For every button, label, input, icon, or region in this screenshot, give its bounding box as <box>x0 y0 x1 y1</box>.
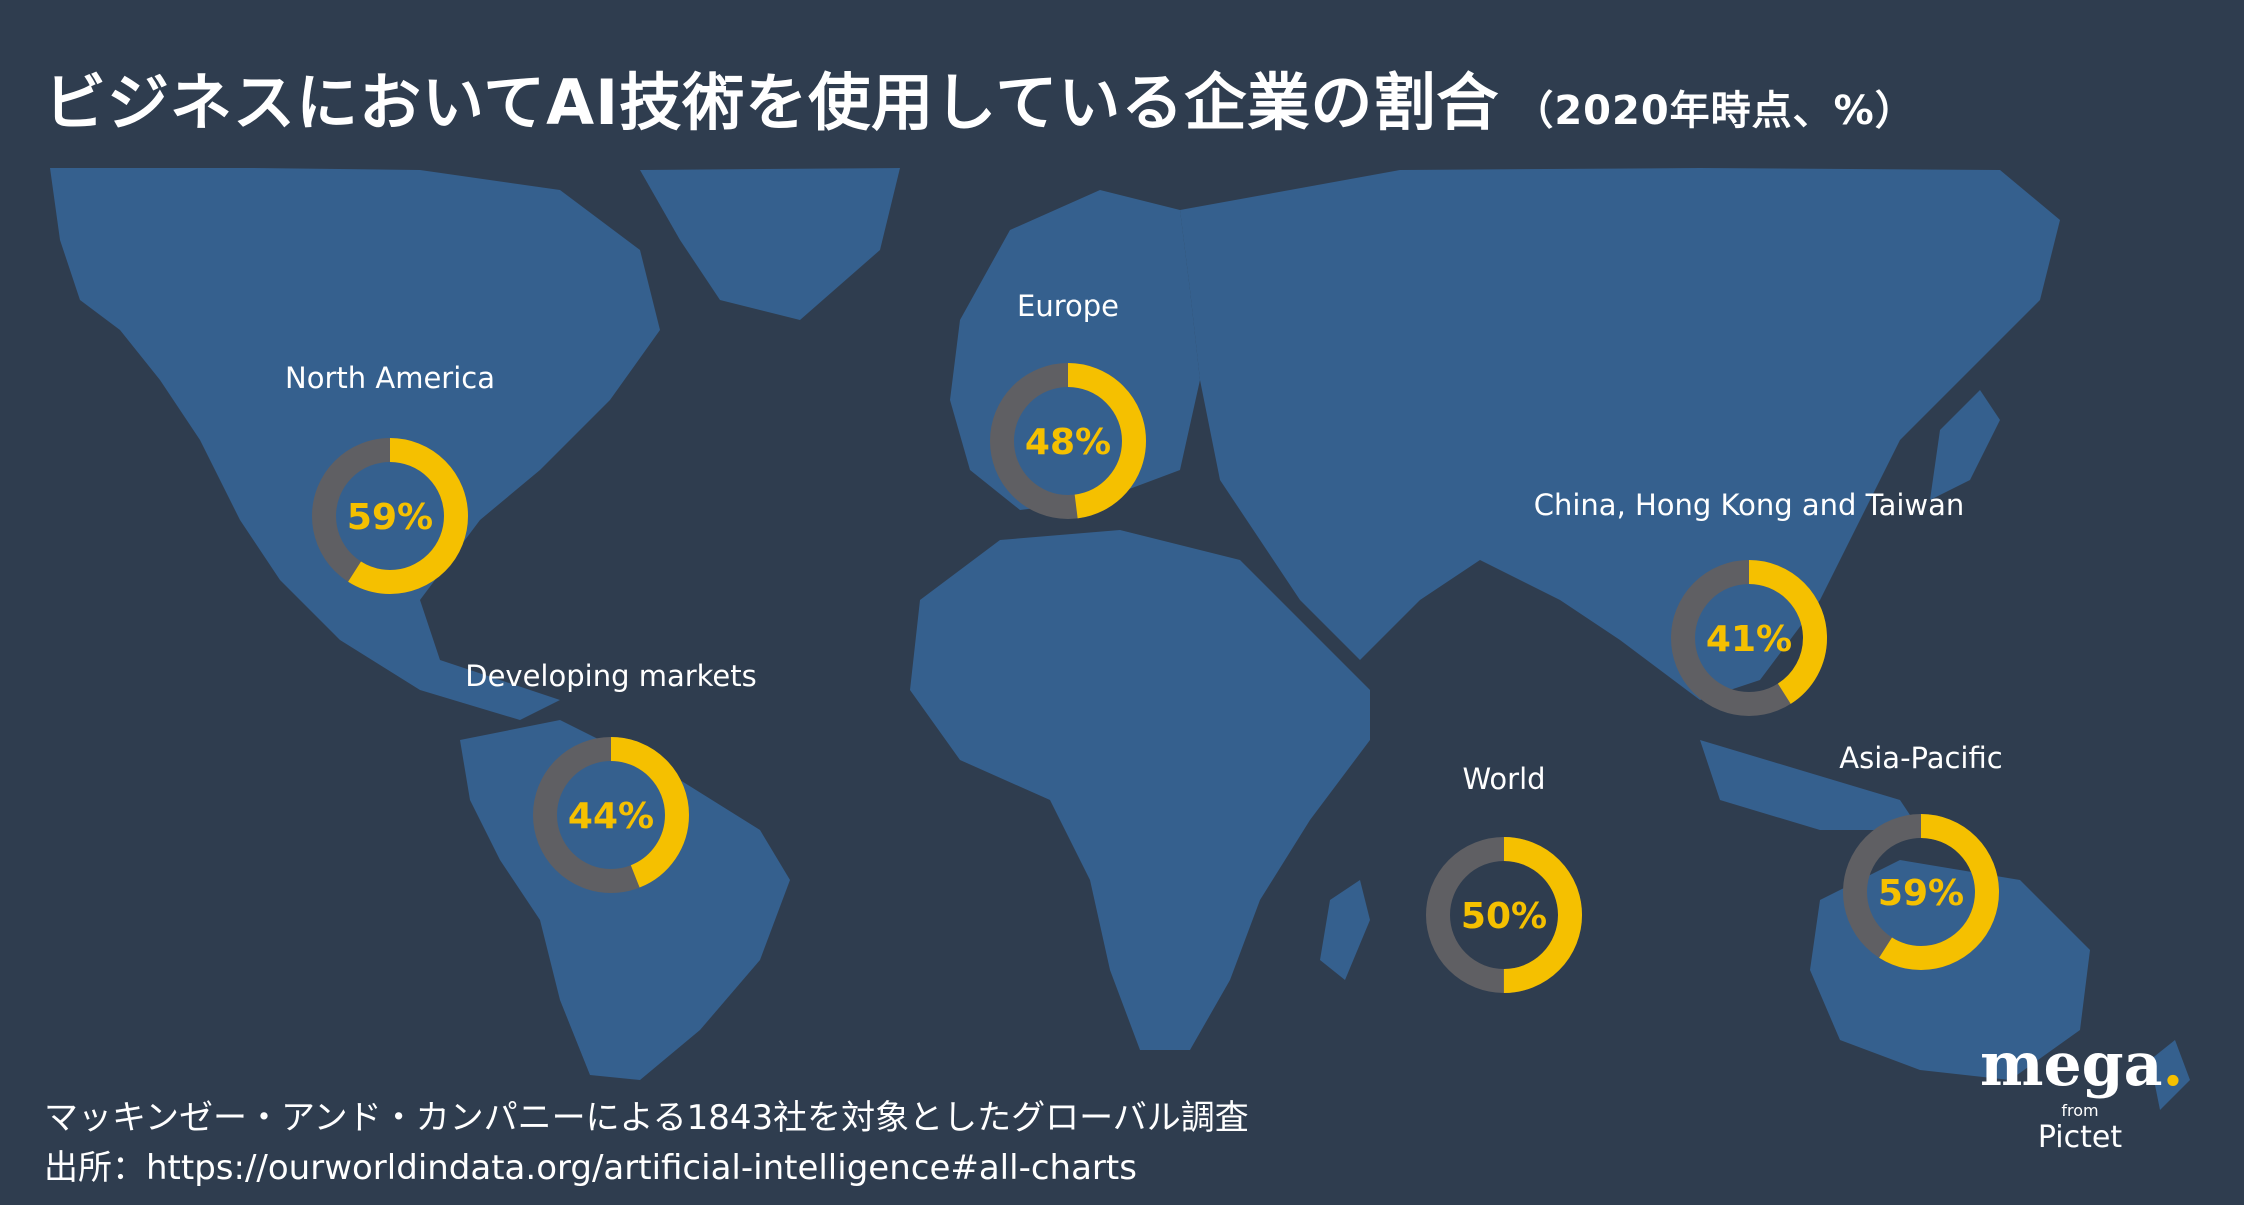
land-asia <box>1180 168 2060 700</box>
land-africa <box>910 530 1370 1050</box>
land-masses <box>50 168 2190 1110</box>
value-label-china-hong-kong-and-taiwan: 41% <box>1706 619 1792 660</box>
land-australia <box>1810 860 2090 1080</box>
ring-value-asia-pacific <box>1843 814 1999 970</box>
logo-brand: mega <box>1980 1030 2163 1100</box>
land-southeast-asia <box>1700 740 1920 830</box>
ring-value-europe <box>990 363 1146 519</box>
value-label-asia-pacific: 59% <box>1878 873 1964 914</box>
brand-logo: mega. from Pictet <box>1980 1035 2183 1155</box>
survey-note: マッキンゼー・アンド・カンパニーによる1843社を対象としたグローバル調査 <box>44 1098 1249 1138</box>
ring-value-china-hong-kong-and-taiwan <box>1671 560 1827 716</box>
donut-rings: 59% 48% 41% 44% 50% 59% <box>312 363 1999 993</box>
title-note: （2020年時点、%） <box>1513 88 1916 134</box>
ring-value-developing-markets <box>533 737 689 893</box>
region-label-china-hong-kong-and-taiwan: China, Hong Kong and Taiwan <box>1533 488 1965 522</box>
logo-company: Pictet <box>2037 1120 2123 1155</box>
source-link[interactable]: 出所：https://ourworldindata.org/artificial… <box>44 1148 1137 1188</box>
land-madagascar <box>1320 880 1370 980</box>
land-north-america <box>50 168 660 720</box>
chart-title: ビジネスにおいてAI技術を使用している企業の割合 （2020年時点、%） <box>44 52 1916 142</box>
region-label-europe: Europe <box>1017 289 1119 323</box>
land-south-america <box>460 720 790 1080</box>
ring-value-world <box>1426 837 1582 993</box>
title-main: ビジネスにおいてAI技術を使用している企業の割合 <box>44 66 1500 139</box>
logo-from: from <box>2061 1101 2099 1120</box>
value-label-developing-markets: 44% <box>568 796 654 837</box>
land-japan <box>1930 390 2000 500</box>
region-label-world: World <box>1462 762 1546 796</box>
value-label-europe: 48% <box>1025 422 1111 463</box>
region-label-developing-markets: Developing markets <box>465 659 757 693</box>
value-label-world: 50% <box>1461 896 1547 937</box>
land-greenland <box>640 168 900 320</box>
logo-mega: mega. <box>1980 1035 2183 1095</box>
region-label-north-america: North America <box>285 361 495 395</box>
ring-value-north-america <box>312 438 468 594</box>
region-label-asia-pacific: Asia-Pacific <box>1839 741 2003 775</box>
logo-dot: . <box>2162 1030 2184 1100</box>
land-new-zealand <box>2150 1040 2190 1110</box>
value-label-north-america: 59% <box>347 497 433 538</box>
